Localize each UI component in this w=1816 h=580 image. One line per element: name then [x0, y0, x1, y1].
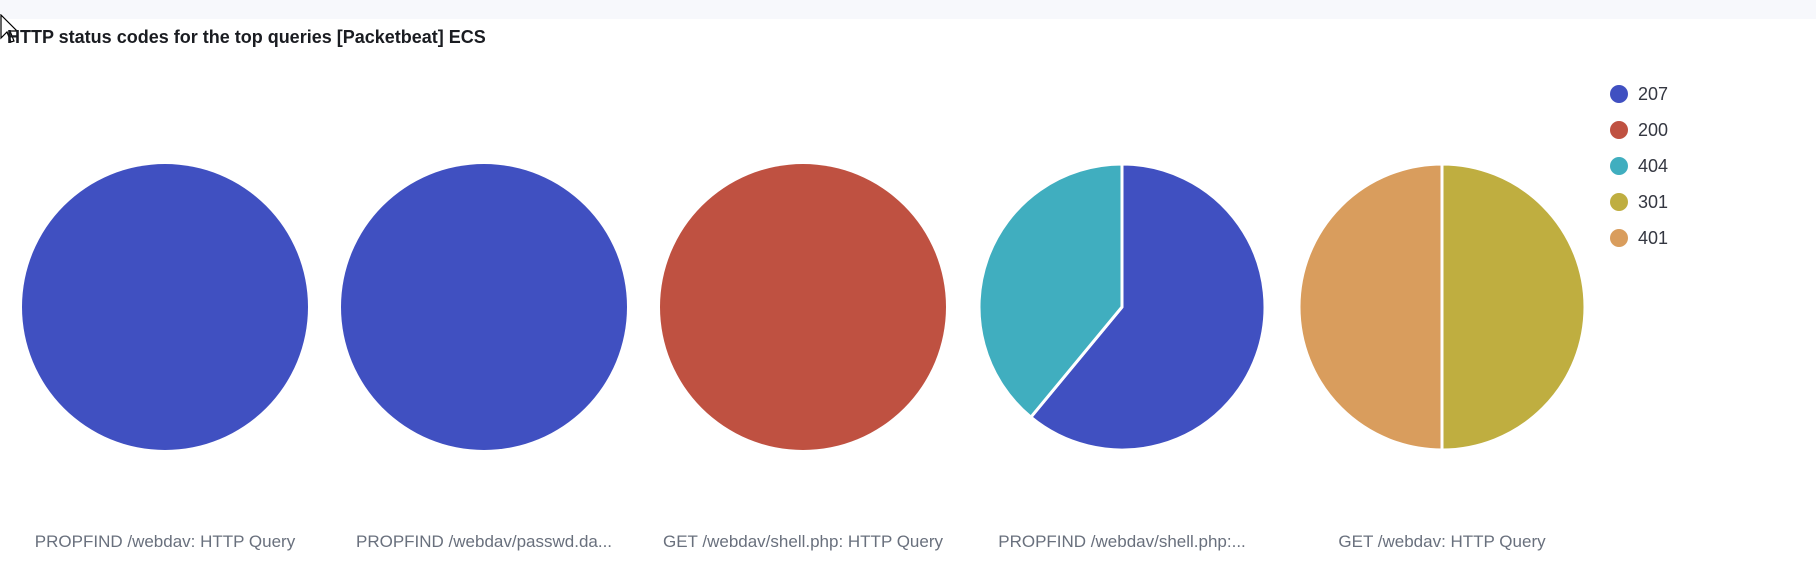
pie-4-slice-404[interactable] — [977, 162, 1124, 419]
legend-label-200: 200 — [1638, 119, 1669, 140]
pie-3 — [660, 164, 946, 450]
legend-label-404: 404 — [1638, 155, 1669, 176]
chart-legend: 207 200 404 301 401 — [1610, 76, 1668, 256]
legend-swatch-404 — [1610, 157, 1628, 175]
pie-1-slice-207[interactable] — [22, 164, 308, 450]
pie-4 — [977, 162, 1267, 452]
pie-5-label: GET /webdav: HTTP Query — [1338, 532, 1546, 551]
pie-4-label: PROPFIND /webdav/shell.php:... — [998, 532, 1246, 551]
pie-4-slice-207[interactable] — [1029, 162, 1267, 452]
legend-label-401: 401 — [1638, 227, 1669, 248]
pie-3-slice-200[interactable] — [660, 164, 946, 450]
pie-2-label: PROPFIND /webdav/passwd.da... — [355, 532, 613, 551]
legend-item-207[interactable]: 207 — [1610, 76, 1668, 112]
legend-swatch-200 — [1610, 121, 1628, 139]
pie-5-slice-401[interactable] — [1297, 162, 1444, 452]
legend-swatch-301 — [1610, 193, 1628, 211]
legend-item-401[interactable]: 401 — [1610, 220, 1668, 256]
legend-item-200[interactable]: 200 — [1610, 112, 1668, 148]
pie-1-label: PROPFIND /webdav: HTTP Query — [34, 532, 296, 551]
pie-2-slice-207[interactable] — [341, 164, 627, 450]
legend-item-301[interactable]: 301 — [1610, 184, 1668, 220]
pie-1 — [22, 164, 308, 450]
top-bar — [0, 0, 1816, 19]
pie-3-label: GET /webdav/shell.php: HTTP Query — [663, 532, 943, 551]
panel-title: HTTP status codes for the top queries [P… — [7, 27, 486, 47]
legend-label-207: 207 — [1638, 83, 1669, 104]
pie-2 — [341, 164, 627, 450]
pie-5 — [1297, 162, 1587, 452]
legend-label-301: 301 — [1638, 191, 1669, 212]
mouse-cursor-icon — [0, 14, 18, 43]
pie-5-slice-301[interactable] — [1440, 162, 1587, 452]
legend-swatch-207 — [1610, 85, 1628, 103]
legend-swatch-401 — [1610, 229, 1628, 247]
legend-item-404[interactable]: 404 — [1610, 148, 1668, 184]
